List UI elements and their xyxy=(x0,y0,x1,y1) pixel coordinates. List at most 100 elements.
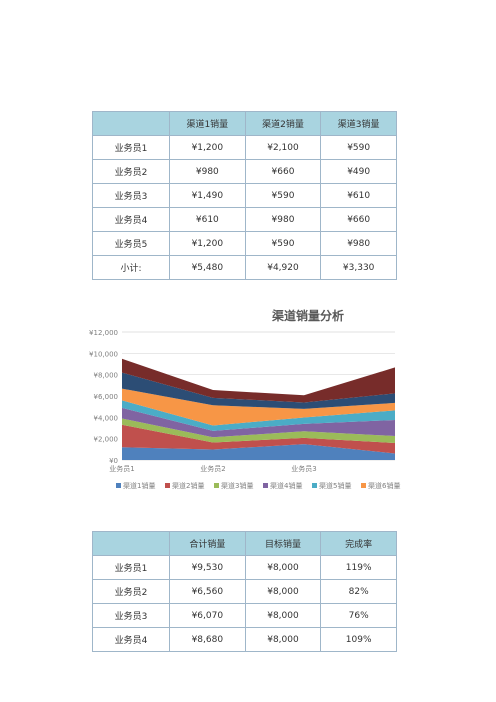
legend-label: 渠道4销量 xyxy=(270,481,302,490)
y-tick-label: ¥10,000 xyxy=(89,350,118,358)
value-cell: ¥8,680 xyxy=(169,627,246,652)
area-series xyxy=(122,400,395,431)
y-tick-label: ¥2,000 xyxy=(94,436,119,444)
value-cell: ¥4,920 xyxy=(244,255,322,280)
header-cell-blank xyxy=(92,531,170,556)
x-axis: 业务员1 业务员2 业务员3 xyxy=(109,464,316,473)
table-row: 小计: ¥5,480 ¥4,920 ¥3,330 xyxy=(92,255,397,280)
value-cell: ¥980 xyxy=(244,207,322,232)
value-cell: ¥9,530 xyxy=(169,555,246,580)
table-header: 合计销量 目标销量 完成率 xyxy=(92,531,397,556)
y-tick-label: ¥4,000 xyxy=(94,414,119,422)
area-series xyxy=(122,424,395,454)
area-series xyxy=(122,418,395,444)
legend-swatch xyxy=(263,483,268,488)
chart-svg: 渠道销量分析 ¥0 ¥2,000 ¥4,000 ¥6,000 ¥8,000 ¥10,000… xyxy=(89,308,400,490)
header-cell-target: 目标销量 xyxy=(244,531,322,556)
value-cell: 119% xyxy=(320,555,397,580)
value-cell: ¥6,070 xyxy=(169,603,246,628)
y-tick-label: ¥8,000 xyxy=(94,372,119,380)
value-cell: 76% xyxy=(320,603,397,628)
value-cell: ¥610 xyxy=(169,207,246,232)
table-body: 业务员1 ¥1,200 ¥2,100 ¥590 业务员2 ¥980 ¥660 ¥490 业务员3… xyxy=(92,135,397,280)
table-row: 业务员5 ¥1,200 ¥590 ¥980 xyxy=(92,231,397,256)
legend-swatch xyxy=(214,483,219,488)
value-cell: ¥1,200 xyxy=(169,231,246,256)
value-cell: ¥8,000 xyxy=(244,579,322,604)
table-row: 业务员4 ¥8,680 ¥8,000 109% xyxy=(92,627,397,652)
header-cell-rate: 完成率 xyxy=(320,531,397,556)
header-cell-channel2: 渠道2销量 xyxy=(244,111,322,136)
value-cell: ¥8,000 xyxy=(244,627,322,652)
table-row: 业务员3 ¥6,070 ¥8,000 76% xyxy=(92,603,397,628)
target-completion-table: 合计销量 目标销量 完成率 业务员1 ¥9,530 ¥8,000 119% 业务员2 ¥6… xyxy=(92,531,397,652)
legend-label: 渠道5销量 xyxy=(319,481,351,490)
header-cell-channel1: 渠道1销量 xyxy=(169,111,246,136)
value-cell: ¥660 xyxy=(320,207,397,232)
y-axis: ¥0 ¥2,000 ¥4,000 ¥6,000 ¥8,000 ¥10,000 ¥12,000 xyxy=(89,329,118,465)
header-row: 渠道1销量 渠道2销量 渠道3销量 xyxy=(92,111,397,136)
table-row: 业务员2 ¥6,560 ¥8,000 82% xyxy=(92,579,397,604)
header-row: 合计销量 目标销量 完成率 xyxy=(92,531,397,556)
y-tick-label: ¥6,000 xyxy=(94,393,119,401)
x-tick-label: 业务员3 xyxy=(291,464,316,473)
value-cell: ¥3,330 xyxy=(320,255,397,280)
value-cell: ¥1,490 xyxy=(169,183,246,208)
header-cell-channel3: 渠道3销量 xyxy=(320,111,397,136)
row-label-cell: 业务员3 xyxy=(92,183,170,208)
legend-swatch xyxy=(116,483,121,488)
value-cell: ¥8,000 xyxy=(244,603,322,628)
value-cell: ¥8,000 xyxy=(244,555,322,580)
header-cell-blank xyxy=(92,111,170,136)
row-label-cell: 业务员3 xyxy=(92,603,170,628)
value-cell: 109% xyxy=(320,627,397,652)
legend-swatch xyxy=(312,483,317,488)
table-row: 业务员4 ¥610 ¥980 ¥660 xyxy=(92,207,397,232)
row-label-cell: 业务员1 xyxy=(92,135,170,160)
row-label-cell: 业务员2 xyxy=(92,579,170,604)
header-cell-total: 合计销量 xyxy=(169,531,246,556)
value-cell: 82% xyxy=(320,579,397,604)
row-label-cell: 业务员4 xyxy=(92,627,170,652)
legend-swatch xyxy=(165,483,170,488)
value-cell: ¥5,480 xyxy=(169,255,246,280)
area-series xyxy=(122,407,395,438)
table-body: 业务员1 ¥9,530 ¥8,000 119% 业务员2 ¥6,560 ¥8,000 82% 业… xyxy=(92,555,397,652)
row-label-cell: 业务员5 xyxy=(92,231,170,256)
value-cell: ¥590 xyxy=(320,135,397,160)
table-row: 业务员1 ¥1,200 ¥2,100 ¥590 xyxy=(92,135,397,160)
value-cell: ¥610 xyxy=(320,183,397,208)
legend-label: 渠道6销量 xyxy=(368,481,400,490)
value-cell: ¥490 xyxy=(320,159,397,184)
area-series-group xyxy=(122,358,395,460)
y-tick-label: ¥12,000 xyxy=(89,329,118,337)
x-tick-label: 业务员1 xyxy=(109,464,134,473)
legend: 渠道1销量 渠道2销量 渠道3销量 渠道4销量 渠道5销量 渠道6销量 xyxy=(116,481,400,490)
x-tick-label: 业务员2 xyxy=(200,464,225,473)
legend-swatch xyxy=(361,483,366,488)
row-label-cell: 小计: xyxy=(92,255,170,280)
chart-title: 渠道销量分析 xyxy=(272,308,344,323)
table-row: 业务员3 ¥1,490 ¥590 ¥610 xyxy=(92,183,397,208)
row-label-cell: 业务员4 xyxy=(92,207,170,232)
legend-label: 渠道3销量 xyxy=(221,481,253,490)
value-cell: ¥590 xyxy=(244,231,322,256)
area-series xyxy=(122,444,395,460)
value-cell: ¥6,560 xyxy=(169,579,246,604)
area-series xyxy=(122,358,395,403)
value-cell: ¥660 xyxy=(244,159,322,184)
row-label-cell: 业务员2 xyxy=(92,159,170,184)
legend-label: 渠道2销量 xyxy=(172,481,204,490)
value-cell: ¥590 xyxy=(244,183,322,208)
area-series xyxy=(122,372,395,409)
value-cell: ¥980 xyxy=(320,231,397,256)
value-cell: ¥2,100 xyxy=(244,135,322,160)
y-tick-label: ¥0 xyxy=(109,457,118,465)
table-row: 业务员1 ¥9,530 ¥8,000 119% xyxy=(92,555,397,580)
value-cell: ¥980 xyxy=(169,159,246,184)
table-header: 渠道1销量 渠道2销量 渠道3销量 xyxy=(92,111,397,136)
channel-sales-chart: 渠道销量分析 ¥0 ¥2,000 ¥4,000 ¥6,000 ¥8,000 ¥10,000… xyxy=(80,300,410,500)
value-cell: ¥1,200 xyxy=(169,135,246,160)
row-label-cell: 业务员1 xyxy=(92,555,170,580)
legend-label: 渠道1销量 xyxy=(123,481,155,490)
